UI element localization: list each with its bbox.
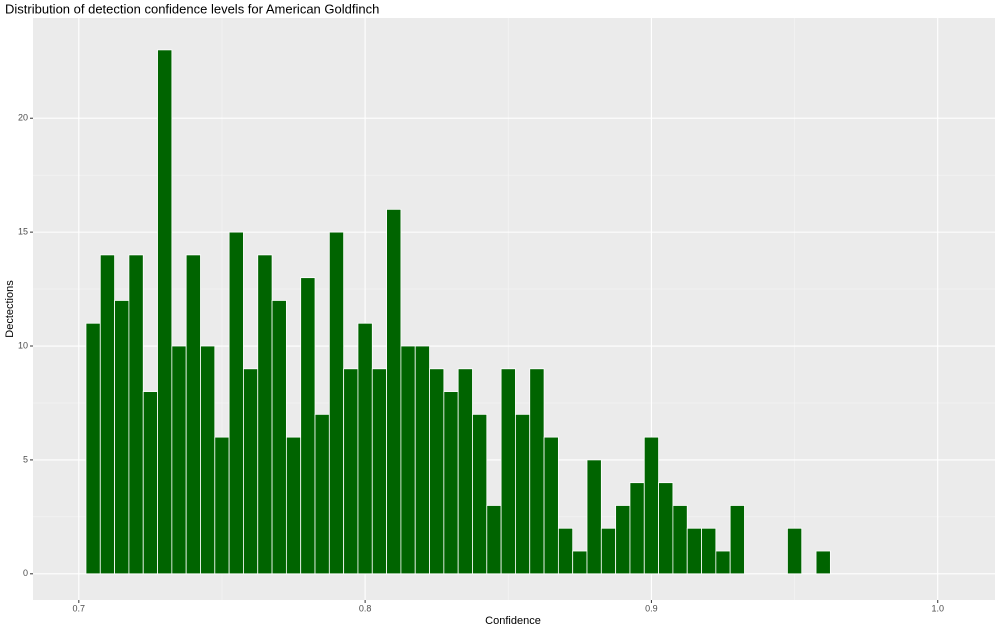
bar (815, 550, 831, 575)
bar (142, 391, 158, 575)
y-tick-label: 10 (18, 340, 28, 350)
bar (414, 345, 430, 575)
bar (629, 482, 645, 575)
bar (600, 527, 617, 575)
bar (543, 436, 559, 575)
bar (314, 413, 330, 575)
chart-title: Distribution of detection confidence lev… (5, 1, 379, 16)
y-tick-label: 20 (18, 113, 28, 123)
bar (400, 345, 416, 575)
bar (328, 231, 345, 575)
bar (171, 345, 187, 575)
bar (686, 527, 702, 575)
bar (99, 254, 115, 575)
y-tick-label: 15 (18, 226, 28, 236)
bar (472, 413, 488, 575)
bar (343, 368, 359, 575)
bar (643, 436, 659, 575)
bar (243, 368, 259, 575)
bar (357, 322, 373, 575)
bar (157, 49, 173, 575)
bar (200, 345, 216, 575)
bar (285, 436, 302, 575)
bar (586, 459, 602, 575)
bar (787, 527, 803, 575)
bar (701, 527, 717, 575)
bar (572, 550, 588, 575)
bar (429, 368, 445, 575)
y-axis-title: Dectections (4, 280, 16, 338)
bar (300, 277, 316, 575)
x-tick-label: 0.9 (645, 603, 658, 613)
bar (128, 254, 144, 575)
bar (185, 254, 201, 575)
bar (386, 208, 402, 575)
bar (615, 505, 631, 575)
x-tick-label: 0.7 (73, 603, 86, 613)
y-tick-label: 5 (23, 454, 28, 464)
bar (271, 300, 287, 575)
bar (114, 300, 130, 575)
y-tick-label: 0 (23, 568, 28, 578)
bar (486, 505, 502, 575)
bar (500, 368, 516, 575)
x-axis-title: Confidence (485, 615, 541, 627)
bar (443, 391, 459, 575)
bar (672, 505, 688, 575)
x-tick-label: 0.8 (359, 603, 372, 613)
bar (529, 368, 545, 575)
bar (515, 413, 531, 575)
bar (715, 550, 731, 575)
bar (371, 368, 387, 575)
bar (214, 436, 230, 575)
bar (557, 527, 574, 575)
bar (457, 368, 473, 575)
bar (228, 231, 244, 575)
bar (729, 505, 745, 575)
x-tick-label: 1.0 (931, 603, 944, 613)
bar (85, 322, 101, 575)
bar (658, 482, 674, 575)
bar (257, 254, 273, 575)
